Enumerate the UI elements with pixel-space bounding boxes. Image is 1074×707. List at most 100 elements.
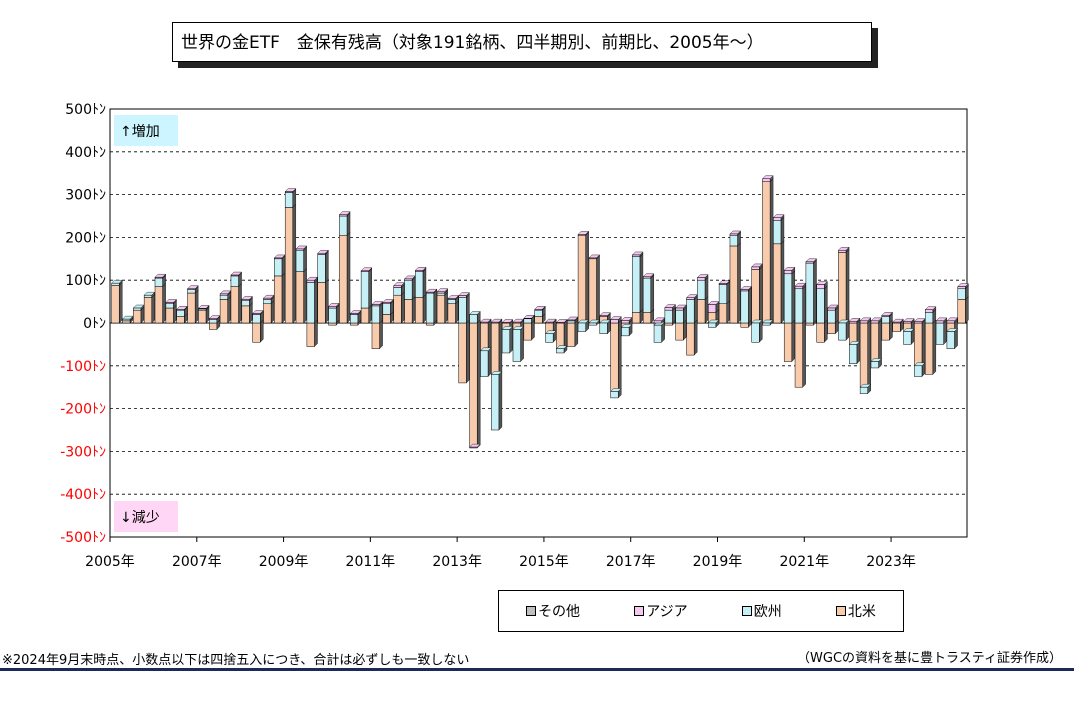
bar-europe bbox=[957, 288, 966, 300]
bar-side-europe bbox=[759, 319, 763, 343]
bar-side-north-america bbox=[769, 178, 774, 324]
bar-asia bbox=[187, 288, 196, 290]
bar-side-north-america bbox=[292, 203, 296, 324]
bar-side-europe bbox=[314, 278, 318, 324]
legend-item-other: その他 bbox=[526, 601, 580, 621]
legend-label-north-america: 北米 bbox=[847, 604, 876, 620]
bar-europe bbox=[935, 322, 944, 345]
bar-side-europe bbox=[693, 295, 698, 324]
bar-europe bbox=[143, 294, 153, 298]
bar-side-north-america bbox=[889, 319, 893, 341]
bar-side-north-america bbox=[466, 319, 470, 384]
bar-asia bbox=[935, 320, 944, 324]
bar-north-america bbox=[469, 322, 478, 448]
bar-asia bbox=[480, 321, 489, 324]
bar-side-north-america bbox=[693, 319, 698, 356]
bar-asia bbox=[469, 446, 478, 449]
bar-north-america bbox=[859, 322, 868, 388]
bar-north-america bbox=[686, 322, 695, 356]
bar-side-north-america bbox=[574, 319, 579, 348]
bar-side-north-america bbox=[867, 319, 871, 388]
bar-asia bbox=[491, 321, 500, 324]
bar-asia bbox=[252, 313, 261, 315]
bar-asia bbox=[718, 283, 727, 285]
legend-swatch-europe bbox=[741, 606, 752, 616]
bar-north-america bbox=[610, 322, 619, 392]
bar-asia bbox=[621, 320, 630, 324]
bar-europe bbox=[718, 284, 727, 304]
bar-asia bbox=[447, 298, 456, 300]
bar-europe bbox=[317, 254, 326, 283]
bar-north-america bbox=[914, 322, 923, 367]
bar-side-north-america bbox=[683, 319, 687, 341]
y-tick-label: 300ﾄﾝ bbox=[65, 188, 106, 204]
bar-asia bbox=[653, 320, 662, 324]
bar-north-america bbox=[241, 305, 250, 324]
bar-europe bbox=[610, 391, 619, 399]
bar-asia bbox=[415, 270, 424, 272]
bar-asia bbox=[892, 321, 901, 324]
bar-asia bbox=[870, 320, 879, 324]
bar-side-europe bbox=[325, 251, 329, 283]
y-tick-label: -200ﾄﾝ bbox=[60, 402, 106, 418]
bar-side-europe bbox=[509, 325, 513, 354]
bar-asia bbox=[881, 315, 890, 317]
bar-side-europe bbox=[520, 325, 524, 363]
bar-north-america bbox=[556, 322, 565, 349]
bar-north-america bbox=[675, 322, 684, 341]
y-tick-label: -400ﾄﾝ bbox=[60, 487, 106, 503]
bar-north-america bbox=[295, 271, 304, 324]
bar-europe bbox=[729, 235, 738, 247]
bar-asia bbox=[241, 299, 250, 301]
bar-north-america bbox=[274, 275, 283, 324]
bar-europe bbox=[903, 331, 912, 345]
legend-swatch-asia bbox=[634, 606, 645, 616]
bar-side-north-america bbox=[151, 293, 155, 324]
bar-asia bbox=[599, 315, 608, 317]
bar-europe bbox=[415, 271, 424, 298]
bar-europe bbox=[924, 312, 934, 324]
legend-label-asia: アジア bbox=[646, 604, 688, 620]
bar-europe bbox=[870, 361, 879, 369]
bar-europe bbox=[556, 348, 565, 354]
bar-side-north-america bbox=[824, 319, 828, 343]
bar-side-north-america bbox=[325, 278, 329, 324]
bar-asia bbox=[838, 249, 847, 253]
bar-asia bbox=[805, 261, 814, 264]
bar-side-north-america bbox=[845, 248, 850, 324]
bar-north-america bbox=[632, 312, 641, 324]
bar-side-north-america bbox=[531, 319, 535, 341]
bar-side-north-america bbox=[780, 240, 785, 324]
bar-asia bbox=[458, 295, 467, 298]
legend: その他 アジア 欧州 北米 bbox=[498, 590, 904, 632]
bar-side-north-america bbox=[737, 242, 741, 324]
bar-asia bbox=[664, 307, 673, 311]
bar-asia bbox=[794, 285, 803, 290]
bar-asia bbox=[404, 278, 413, 281]
bar-asia bbox=[686, 297, 695, 300]
bar-north-america bbox=[393, 294, 402, 324]
bar-europe bbox=[306, 282, 315, 324]
bar-north-america bbox=[133, 309, 142, 324]
bar-asia bbox=[219, 293, 228, 296]
bar-europe bbox=[469, 314, 478, 324]
bar-north-america bbox=[209, 322, 218, 330]
bar-side-north-america bbox=[726, 300, 730, 324]
footnote: ※2024年9月末時点、小数点以下は四捨五入につき、合計は必ずしも一致しない bbox=[2, 653, 470, 668]
y-tick-label: -500ﾄﾝ bbox=[60, 530, 106, 546]
bar-north-america bbox=[523, 322, 532, 341]
bar-side-europe bbox=[704, 276, 709, 300]
bar-north-america bbox=[816, 322, 825, 343]
x-tick-label: 2015年 bbox=[519, 554, 569, 570]
bar-europe bbox=[740, 290, 749, 324]
source-note: （WGCの資料を基に豊トラスティ証券作成） bbox=[797, 651, 1062, 666]
bar-europe bbox=[165, 303, 174, 309]
bar-asia bbox=[729, 233, 738, 236]
bar-north-america bbox=[697, 299, 706, 324]
bar-asia bbox=[350, 313, 359, 315]
bar-europe bbox=[404, 279, 413, 300]
bar-side-north-america bbox=[585, 231, 589, 324]
bar-asia bbox=[501, 322, 511, 324]
bar-europe bbox=[653, 324, 662, 343]
bar-asia bbox=[946, 320, 955, 324]
